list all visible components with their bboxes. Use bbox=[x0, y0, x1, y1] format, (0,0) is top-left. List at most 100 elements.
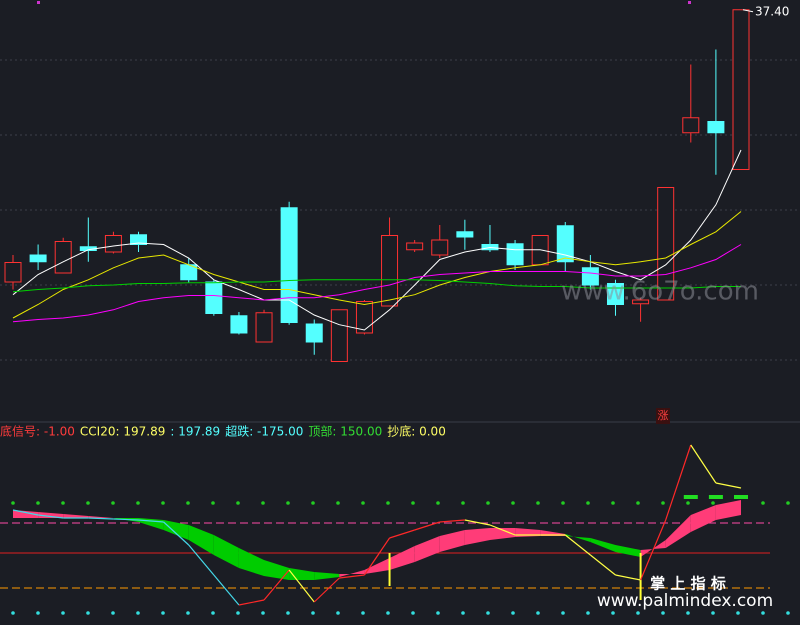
cci-segment bbox=[88, 517, 114, 520]
cci-segment bbox=[38, 514, 64, 519]
level-dot bbox=[536, 501, 540, 505]
level-dot bbox=[261, 611, 265, 615]
cci-segment bbox=[12, 509, 39, 516]
level-dot bbox=[686, 611, 690, 615]
level-dot bbox=[686, 501, 690, 505]
candle-body bbox=[355, 301, 373, 334]
header-item: 抄底: 0.00 bbox=[387, 424, 446, 439]
header-item: 超跌: -175.00 bbox=[225, 424, 303, 439]
high-label: 37.40 bbox=[755, 4, 789, 18]
candle-body bbox=[29, 254, 47, 263]
level-dot bbox=[486, 611, 490, 615]
level-dot bbox=[236, 611, 240, 615]
cci-segment bbox=[339, 574, 365, 579]
header-item: 底信号: -1.00 bbox=[0, 424, 75, 439]
cci-segment bbox=[615, 574, 641, 581]
band-segment bbox=[715, 500, 741, 520]
level-dot bbox=[61, 611, 65, 615]
band-segment bbox=[238, 548, 264, 576]
level-dot bbox=[386, 501, 390, 505]
candle-body bbox=[456, 231, 474, 238]
level-dot bbox=[761, 611, 765, 615]
band-segment bbox=[464, 528, 490, 545]
cci-segment bbox=[363, 537, 391, 576]
candle-body bbox=[104, 235, 122, 253]
level-dot bbox=[636, 611, 640, 615]
candle-body bbox=[305, 323, 323, 343]
level-dot bbox=[661, 611, 665, 615]
level-dot bbox=[286, 611, 290, 615]
level-dot bbox=[161, 501, 165, 505]
level-dot bbox=[111, 501, 115, 505]
candle-body bbox=[657, 187, 675, 301]
level-dot bbox=[711, 611, 715, 615]
level-dot bbox=[711, 501, 715, 505]
level-dot bbox=[436, 501, 440, 505]
header-item: 顶部: 150.00 bbox=[308, 424, 382, 439]
level-dot bbox=[736, 611, 740, 615]
level-dot bbox=[261, 501, 265, 505]
level-dot bbox=[511, 501, 515, 505]
cci-segment bbox=[288, 569, 315, 603]
level-dot bbox=[786, 501, 790, 505]
level-dot bbox=[11, 611, 15, 615]
level-dot bbox=[361, 611, 365, 615]
header-item: : 197.89 bbox=[170, 425, 220, 439]
cci-segment bbox=[389, 529, 415, 539]
band-segment bbox=[213, 535, 239, 568]
level-dot bbox=[786, 611, 790, 615]
level-dots bbox=[11, 501, 790, 505]
candle-body bbox=[556, 225, 574, 263]
candle-body bbox=[330, 309, 348, 362]
candle-body bbox=[255, 312, 273, 343]
cci-segment bbox=[464, 519, 491, 526]
level-dot bbox=[211, 611, 215, 615]
cci-segment bbox=[690, 444, 717, 484]
band-segment bbox=[13, 510, 39, 518]
cci-segment bbox=[188, 544, 215, 576]
level-dot bbox=[536, 611, 540, 615]
candle-body bbox=[130, 234, 148, 245]
level-dot bbox=[336, 611, 340, 615]
cci-segment bbox=[640, 519, 667, 581]
up-marker: 涨 bbox=[658, 409, 669, 422]
band-segment bbox=[615, 545, 641, 557]
level-dot bbox=[211, 501, 215, 505]
band-segment bbox=[414, 536, 440, 562]
level-dot bbox=[61, 501, 65, 505]
level-dot bbox=[761, 501, 765, 505]
level-dot bbox=[636, 501, 640, 505]
band-segment bbox=[188, 525, 214, 555]
candle-body bbox=[54, 241, 72, 274]
cci-segment bbox=[263, 569, 290, 601]
level-dot bbox=[561, 501, 565, 505]
level-dot bbox=[411, 611, 415, 615]
candle-body bbox=[732, 9, 750, 170]
cci-segment bbox=[715, 482, 742, 489]
cci-segment bbox=[238, 599, 265, 606]
candle-body bbox=[280, 207, 298, 323]
level-dot bbox=[286, 501, 290, 505]
candle-body bbox=[707, 121, 725, 134]
ma-line bbox=[12, 279, 741, 293]
band-segment bbox=[389, 546, 415, 570]
band-segment bbox=[565, 534, 591, 542]
level-dot bbox=[461, 501, 465, 505]
level-dot bbox=[386, 611, 390, 615]
watermark: www.6o7o.com bbox=[561, 277, 759, 307]
band-segment bbox=[38, 512, 64, 518]
level-dot bbox=[436, 611, 440, 615]
band-segment bbox=[490, 528, 516, 540]
candle-body bbox=[606, 283, 624, 305]
ma-line bbox=[12, 244, 742, 323]
candle-body bbox=[381, 235, 399, 307]
level-dot bbox=[411, 501, 415, 505]
cci-segment bbox=[414, 521, 440, 531]
band-segment bbox=[88, 516, 114, 518]
level-dot bbox=[661, 501, 665, 505]
top-signal-mark bbox=[708, 495, 723, 499]
price-panel: 37.40 涨 bbox=[0, 4, 800, 424]
corner-dot bbox=[37, 1, 40, 4]
band-segment bbox=[364, 558, 390, 574]
